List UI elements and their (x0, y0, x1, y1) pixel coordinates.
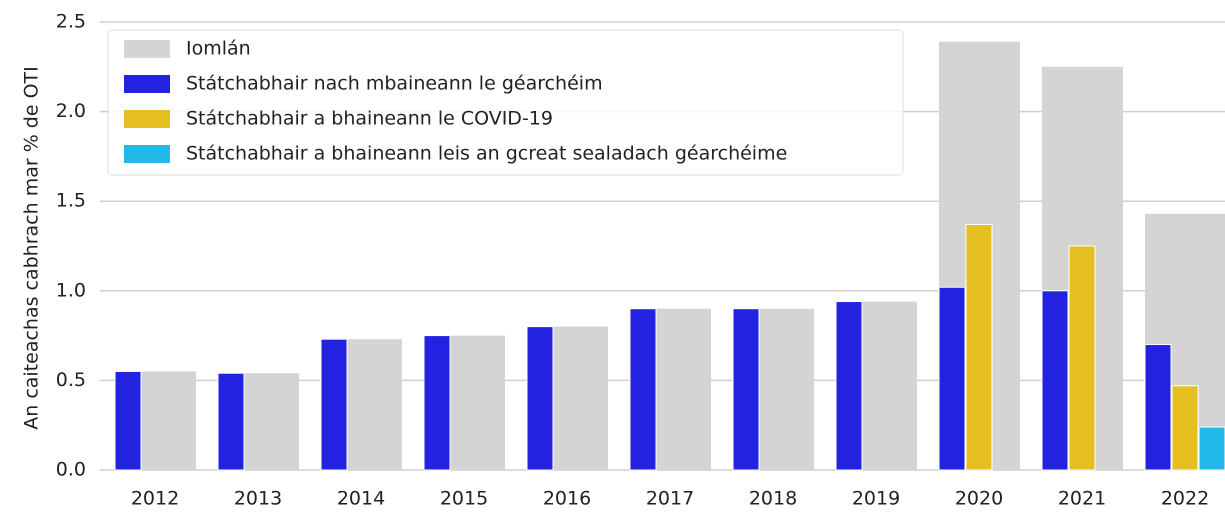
bar (1171, 385, 1199, 471)
x-tick-label: 2020 (955, 488, 1003, 510)
bar (938, 286, 966, 471)
x-tick-label: 2022 (1161, 488, 1209, 510)
x-tick-label: 2012 (131, 488, 179, 510)
legend-swatch (124, 145, 170, 163)
legend-swatch (124, 110, 170, 128)
legend-box (107, 29, 904, 176)
y-tick-label: 2.0 (56, 100, 86, 122)
x-tick-label: 2014 (337, 488, 385, 510)
bar (1144, 344, 1172, 471)
bar (965, 223, 993, 471)
legend-label: Státchabhair a bhaineann leis an gcreat … (186, 143, 787, 165)
bar (423, 335, 451, 471)
bar (1041, 290, 1069, 471)
bar (835, 301, 863, 471)
bar (629, 308, 657, 471)
y-tick-label: 2.5 (56, 11, 86, 33)
legend-swatch (124, 40, 170, 58)
x-tick-label: 2021 (1058, 488, 1106, 510)
bar (732, 308, 760, 471)
y-tick-label: 0.5 (56, 369, 86, 391)
y-tick-label: 0.0 (56, 459, 86, 481)
bar (114, 370, 142, 471)
legend-label: Státchabhair nach mbaineann le géarchéim (186, 73, 603, 95)
legend-label: Iomlán (186, 38, 251, 60)
bar (1068, 245, 1096, 471)
y-axis-label: An caiteachas cabhrach mar % de OTI (21, 66, 43, 430)
x-tick-label: 2016 (543, 488, 591, 510)
bar (320, 338, 348, 471)
x-tick-label: 2013 (234, 488, 282, 510)
legend-swatch (124, 75, 170, 93)
bar (1198, 426, 1225, 471)
x-tick-label: 2019 (852, 488, 900, 510)
x-tick-label: 2017 (646, 488, 694, 510)
y-tick-label: 1.0 (56, 279, 86, 301)
bar (526, 326, 554, 471)
legend-label: Státchabhair a bhaineann le COVID-19 (186, 108, 553, 130)
legend: Iomlán Státchabhair nach mbaineann le géa… (107, 29, 904, 176)
y-tick-label: 1.5 (56, 190, 86, 212)
x-tick-label: 2018 (749, 488, 797, 510)
x-tick-label: 2015 (440, 488, 488, 510)
bar (217, 372, 245, 471)
